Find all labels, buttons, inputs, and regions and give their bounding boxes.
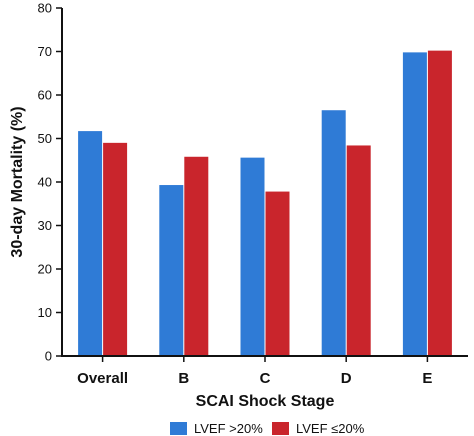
y-tick-label: 80 (38, 1, 52, 16)
bar-d-series-1 (321, 110, 346, 356)
y-tick-label: 60 (38, 88, 52, 103)
bar-b-series-1 (159, 185, 184, 356)
bars (78, 50, 452, 357)
bar-c-series-1 (240, 157, 265, 356)
y-axis-title: 30-day Mortality (%) (9, 106, 26, 257)
bar-c-series-2 (265, 191, 290, 356)
x-tick-label: E (422, 370, 432, 387)
legend-swatch-series-2 (272, 422, 289, 435)
y-tick-label: 20 (38, 262, 52, 277)
x-tick-label: D (341, 370, 352, 387)
legend-label-series-1: LVEF >20% (194, 421, 263, 436)
x-axis-tick-labels: Overall B C D E (77, 356, 432, 387)
x-tick-label: B (178, 370, 189, 387)
bar-d-series-2 (346, 145, 371, 356)
y-tick-label: 30 (38, 218, 52, 233)
y-tick-label: 70 (38, 44, 52, 59)
legend: LVEF >20% LVEF ≤20% (170, 421, 365, 436)
y-tick-label: 0 (45, 349, 52, 364)
x-tick-label: C (260, 370, 271, 387)
bar-overall-series-2 (103, 142, 128, 356)
x-tick-label: Overall (77, 370, 128, 387)
y-tick-label: 40 (38, 175, 52, 190)
bar-e-series-2 (427, 50, 452, 356)
legend-swatch-series-1 (170, 422, 187, 435)
y-axis-ticks: 0 10 20 30 40 50 60 70 80 (38, 1, 62, 364)
legend-label-series-2: LVEF ≤20% (296, 421, 365, 436)
bar-overall-series-1 (78, 131, 103, 356)
bar-b-series-2 (184, 156, 209, 356)
bar-e-series-1 (402, 52, 427, 357)
y-tick-label: 50 (38, 131, 52, 146)
y-tick-label: 10 (38, 305, 52, 320)
x-axis-title: SCAI Shock Stage (196, 393, 335, 410)
